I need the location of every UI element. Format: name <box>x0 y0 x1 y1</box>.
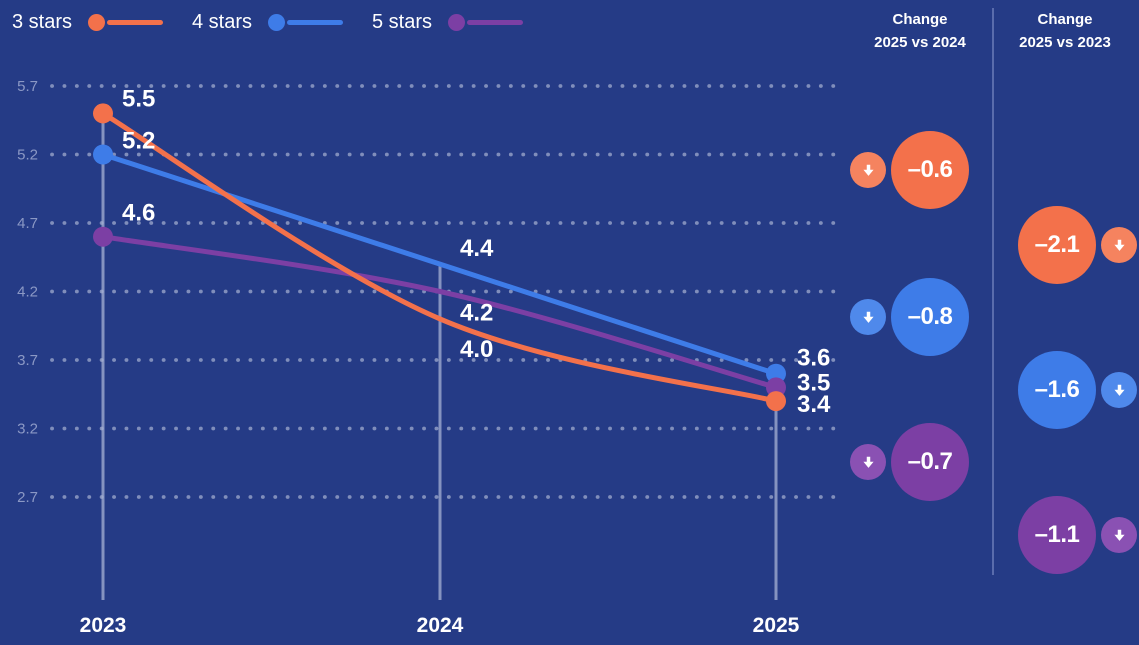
change-bubble: –1.1 <box>1018 496 1096 574</box>
series-line-4-stars <box>100 152 779 377</box>
y-tick-label: 5.2 <box>17 147 38 164</box>
legend-dot-icon <box>268 13 286 31</box>
y-tick-label: 3.7 <box>17 352 38 369</box>
change-value: –2.1 <box>1034 231 1080 258</box>
x-axis-label: 2024 <box>417 614 464 637</box>
legend-label: 3 stars <box>12 10 73 33</box>
point-label: 3.5 <box>797 369 830 396</box>
change-row-5-stars-vs-2023: –1.1 <box>1018 496 1137 574</box>
down-arrow-icon <box>1101 372 1137 408</box>
change-value: –1.1 <box>1034 521 1080 548</box>
y-tick-label: 2.7 <box>17 489 38 506</box>
change-value: –1.6 <box>1034 376 1080 403</box>
legend-dot-icon <box>448 13 466 31</box>
change-column-header-2024: Change 2025 vs 2024 <box>845 8 995 54</box>
point-label: 5.5 <box>122 85 155 112</box>
point-label: 5.2 <box>122 128 155 155</box>
data-point-5-stars <box>766 377 786 398</box>
change-bubble: –0.7 <box>891 423 969 501</box>
y-tick-label: 5.7 <box>17 78 38 95</box>
point-label: 4.2 <box>460 300 493 327</box>
change-row-5-stars-vs-2024: –0.7 <box>850 423 969 501</box>
change-bubble: –1.6 <box>1018 351 1096 429</box>
down-arrow-icon <box>850 299 886 335</box>
point-label: 3.4 <box>797 391 831 418</box>
point-label: 4.0 <box>460 336 493 363</box>
legend-marker-icon <box>88 13 164 31</box>
legend-item-3-stars: 3 stars <box>12 8 164 36</box>
down-arrow-icon <box>850 444 886 480</box>
down-arrow-icon <box>1101 227 1137 263</box>
point-label: 4.6 <box>122 200 155 227</box>
legend-label: 5 stars <box>372 10 433 33</box>
x-axis-label: 2025 <box>753 614 800 637</box>
data-point-5-stars <box>93 226 113 247</box>
down-arrow-icon <box>1101 517 1137 553</box>
x-axis-label: 2023 <box>80 614 127 637</box>
legend-marker-icon <box>268 13 344 31</box>
legend-line-icon <box>107 19 164 25</box>
change-row-4-stars-vs-2024: –0.8 <box>850 278 969 356</box>
data-point-3-stars <box>93 103 113 124</box>
change-value: –0.7 <box>907 448 953 475</box>
data-point-3-stars <box>766 391 786 412</box>
change-row-4-stars-vs-2023: –1.6 <box>1018 351 1137 429</box>
down-arrow-icon <box>850 152 886 188</box>
point-label: 4.4 <box>460 235 494 262</box>
legend-marker-icon <box>448 13 524 31</box>
change-row-3-stars-vs-2023: –2.1 <box>1018 206 1137 284</box>
y-tick-label: 4.7 <box>17 215 38 232</box>
column-divider <box>992 8 994 575</box>
legend-label: 4 stars <box>192 10 253 33</box>
legend-dot-icon <box>88 13 106 31</box>
point-label: 3.6 <box>797 345 830 372</box>
change-row-3-stars-vs-2024: –0.6 <box>850 131 969 209</box>
legend-item-5-stars: 5 stars <box>372 8 524 36</box>
legend-item-4-stars: 4 stars <box>192 8 344 36</box>
y-tick-label: 3.2 <box>17 421 38 438</box>
column-title: Change <box>892 11 948 28</box>
series-line-3-stars <box>100 110 779 404</box>
data-point-4-stars <box>766 363 786 384</box>
legend-line-icon <box>467 19 524 25</box>
column-title: Change <box>1037 11 1093 28</box>
change-value: –0.8 <box>907 303 953 330</box>
column-subtitle: 2025 vs 2024 <box>874 34 966 51</box>
y-tick-label: 4.2 <box>17 284 38 301</box>
change-bubble: –2.1 <box>1018 206 1096 284</box>
series-line-5-stars <box>100 234 779 390</box>
column-subtitle: 2025 vs 2023 <box>1019 34 1111 51</box>
legend-line-icon <box>287 19 344 25</box>
change-bubble: –0.8 <box>891 278 969 356</box>
change-value: –0.6 <box>907 156 953 183</box>
change-column-header-2023: Change 2025 vs 2023 <box>995 8 1135 54</box>
data-point-4-stars <box>93 144 113 165</box>
change-bubble: –0.6 <box>891 131 969 209</box>
